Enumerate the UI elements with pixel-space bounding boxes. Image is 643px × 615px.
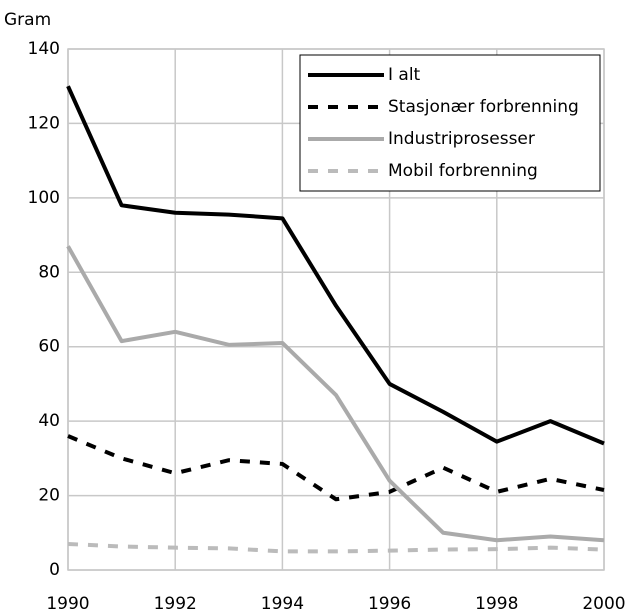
legend-label: Industriprosesser <box>388 129 535 149</box>
data-line <box>67 541 605 554</box>
x-tick-label: 1992 <box>154 594 197 614</box>
legend-label: Stasjonær forbrenning <box>388 97 579 117</box>
y-tick-label: 140 <box>28 39 60 59</box>
y-tick-label: 0 <box>49 560 60 580</box>
data-line <box>66 85 605 446</box>
legend-box <box>299 54 601 192</box>
x-tick-label: 2000 <box>582 594 625 614</box>
x-tick-label: 1990 <box>46 594 89 614</box>
plot-frame <box>67 48 605 571</box>
y-axis-label: Gram <box>4 10 51 30</box>
y-tick-label: 120 <box>28 113 60 133</box>
data-line <box>67 434 605 502</box>
x-tick-label: 1994 <box>261 594 304 614</box>
x-tick-label: 1998 <box>475 594 518 614</box>
y-tick-label: 80 <box>38 262 60 282</box>
y-tick-label: 40 <box>38 411 60 431</box>
y-tick-label: 100 <box>28 188 60 208</box>
legend-label: I alt <box>388 65 421 85</box>
y-tick-label: 20 <box>38 486 60 506</box>
legend-label: Mobil forbrenning <box>388 161 538 181</box>
x-tick-label: 1996 <box>368 594 411 614</box>
data-line <box>66 245 605 543</box>
y-tick-label: 60 <box>38 337 60 357</box>
